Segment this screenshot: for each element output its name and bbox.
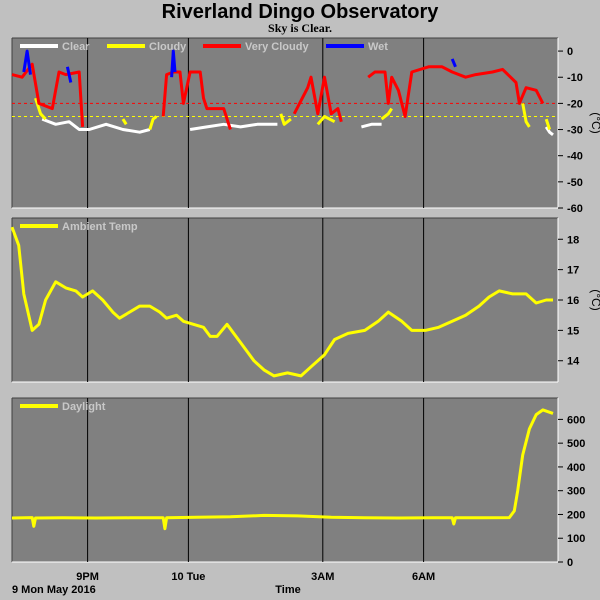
series-line-wet [170,49,177,78]
legend-label-wet: Wet [368,41,388,53]
x-axis-label: Time [275,584,300,596]
y-tick-label: 16 [567,295,579,307]
series-line-cloudy [521,103,531,128]
plot-area-2 [12,218,558,382]
legend-label-daylight: Daylight [62,401,106,413]
x-tick-label: 10 Tue [171,571,205,583]
y-tick-label: 100 [567,533,585,545]
y-tick-label: -30 [567,125,583,137]
series-line-clear [361,122,382,129]
x-tick-label: 3AM [311,571,334,583]
series-line-ambient-temp [10,226,553,378]
chart-title: Riverland Dingo Observatory [161,1,439,23]
y-tick-label: 0 [567,46,573,58]
series-line-very-cloudy [292,75,343,123]
y-tick-label: 14 [567,356,580,368]
y-tick-label: -40 [567,151,583,163]
y-axis-unit: (°C) [589,289,600,310]
chart-subtitle: Sky is Clear. [268,21,332,35]
series-line-cloudy [148,115,158,130]
legend-label-ambient-temp: Ambient Temp [62,221,138,233]
y-tick-label: 400 [567,462,585,474]
legend-label-very-cloudy: Very Cloudy [245,41,309,53]
y-tick-label: -20 [567,98,583,110]
series-line-clear [41,117,151,134]
series-line-very-cloudy [367,65,545,118]
x-tick-label: 9PM [76,571,99,583]
series-line-very-cloudy [11,62,85,127]
y-tick-label: 17 [567,265,579,277]
y-axis-unit: (°C) [589,112,600,133]
series-line-cloudy [316,115,336,126]
y-tick-label: -60 [567,203,583,215]
x-tick-label: 6AM [412,571,435,583]
series-line-clear [544,126,554,136]
series-line-cloudy [121,118,128,126]
y-tick-label: 300 [567,486,585,498]
y-tick-label: 15 [567,325,579,337]
y-tick-label: -50 [567,177,583,189]
date-label: 9 Mon May 2016 [12,584,96,596]
y-tick-label: 200 [567,509,585,521]
plot-area-3 [12,398,558,562]
series-line-wet [22,49,32,75]
series-line-clear [189,122,278,131]
series-line-wet [450,58,457,68]
y-tick-label: 600 [567,414,585,426]
series-line-cloudy [544,118,552,130]
series-line-cloudy [34,97,47,121]
y-tick-label: 500 [567,438,585,450]
series-line-cloudy [380,107,393,121]
legend-label-cloudy: Cloudy [149,41,187,53]
y-tick-label: -10 [567,72,583,84]
legend-label-clear: Clear [62,41,90,53]
y-tick-label: 0 [567,557,573,569]
y-tick-label: 18 [567,234,579,246]
series-line-daylight [11,408,554,531]
series-line-wet [65,66,73,83]
series-line-cloudy [279,113,292,126]
